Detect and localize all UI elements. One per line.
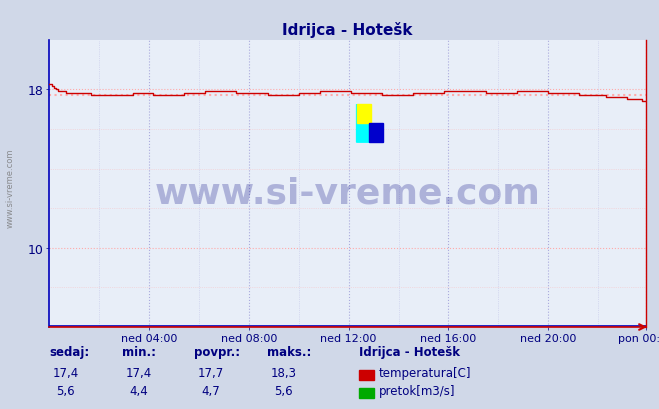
Text: www.si-vreme.com: www.si-vreme.com (155, 176, 540, 209)
Text: 18,3: 18,3 (270, 366, 297, 379)
Text: 17,7: 17,7 (198, 366, 224, 379)
Text: Idrijca - Hotešk: Idrijca - Hotešk (359, 346, 460, 359)
Text: 17,4: 17,4 (125, 366, 152, 379)
Title: Idrijca - Hotešk: Idrijca - Hotešk (282, 22, 413, 38)
Text: www.si-vreme.com: www.si-vreme.com (5, 148, 14, 228)
Bar (368, 124, 384, 143)
Text: 4,4: 4,4 (129, 384, 148, 397)
Text: maks.:: maks.: (267, 346, 311, 359)
Text: 17,4: 17,4 (53, 366, 79, 379)
Text: 5,6: 5,6 (274, 384, 293, 397)
Text: sedaj:: sedaj: (49, 346, 90, 359)
Text: 5,6: 5,6 (57, 384, 75, 397)
Polygon shape (357, 105, 384, 143)
Text: 4,7: 4,7 (202, 384, 220, 397)
Text: povpr.:: povpr.: (194, 346, 241, 359)
Text: temperatura[C]: temperatura[C] (379, 366, 471, 379)
Text: pretok[m3/s]: pretok[m3/s] (379, 384, 455, 397)
Bar (357, 105, 371, 124)
Text: min.:: min.: (122, 346, 156, 359)
